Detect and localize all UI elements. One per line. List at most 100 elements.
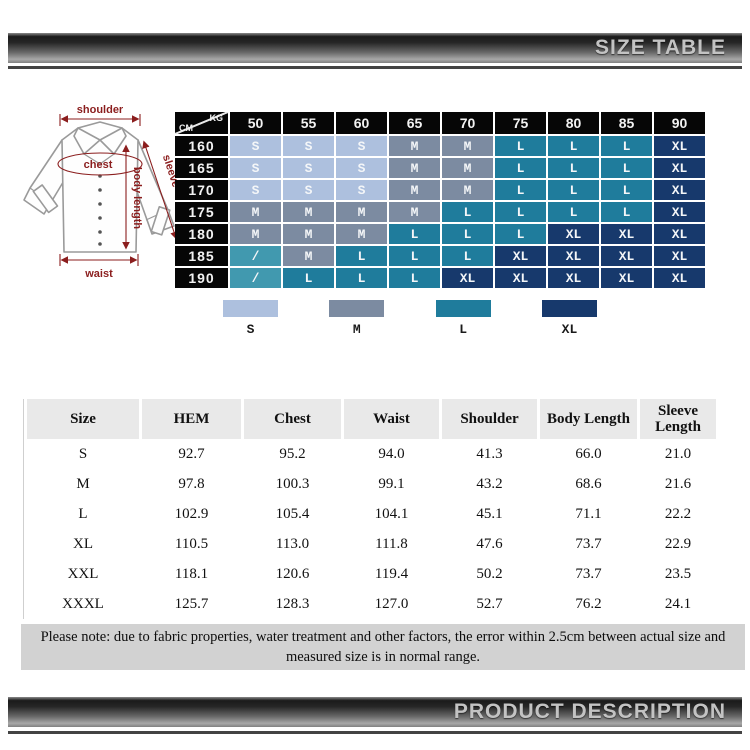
size-cell: L [336,246,387,266]
size-cell: L [495,158,546,178]
note-text: Please note: due to fabric properties, w… [40,629,726,665]
size-matrix-row: 190/L L L XL XL XL XL XL [175,268,705,288]
size-cell: XL [442,268,493,288]
bottom-divider-rule [8,731,742,734]
measurement-value-cell: 94.0 [378,445,405,462]
weight-column-header: 65 [389,112,440,134]
size-cell: L [495,202,546,222]
size-cell: M [442,180,493,200]
kg-corner-label: KG [209,113,224,123]
measurement-value-cell: 100.3 [275,475,310,492]
size-cell: XL [654,158,705,178]
measurement-value-cell: 128.3 [275,595,310,612]
size-cell: M [283,224,334,244]
weight-column-header: 80 [548,112,599,134]
size-cell: L [601,136,652,156]
size-cell: M [283,202,334,222]
size-cell: XL [601,268,652,288]
size-cell: S [230,136,281,156]
measurement-column-header: Shoulder [442,399,537,439]
measurement-value-cell: 22.9 [664,535,692,552]
measurement-column-header: HEM [142,399,241,439]
measurement-value-cell: 119.4 [374,565,409,582]
size-matrix-row: 185/M L L L XL XL XL XL [175,246,705,266]
measurement-column-header: Chest [244,399,341,439]
measurement-value-cell: 52.7 [476,595,503,612]
size-cell: M [336,202,387,222]
weight-column-header: 70 [442,112,493,134]
weight-column-header: 75 [495,112,546,134]
size-cell: S [230,158,281,178]
size-cell: / [230,246,281,266]
size-matrix-row: 175 M M M M L L L L XL [175,202,705,222]
weight-column-header: 50 [230,112,281,134]
height-row-header: 160 [175,136,228,156]
size-cell: / [230,268,281,288]
size-cell: L [601,180,652,200]
size-name-cell: L [78,505,88,522]
size-cell: L [389,246,440,266]
size-table-banner: SIZE TABLE [8,33,742,63]
size-cell: S [283,136,334,156]
size-cell: L [601,202,652,222]
measurement-value-cell: 99.1 [378,475,405,492]
measurement-row: M 97.8 100.3 99.1 43.2 68.6 21.6 [27,469,716,499]
size-cell: XL [601,224,652,244]
height-row-header: 170 [175,180,228,200]
weight-column-header: 90 [654,112,705,134]
size-cell: L [548,136,599,156]
size-cell: XL [495,268,546,288]
measurement-table: Size HEM Chest Waist Shoulder Body Length Slee… [23,399,719,619]
measurement-value-cell: 21.6 [664,475,692,492]
height-row-header: 185 [175,246,228,266]
measurement-value-cell: 97.8 [178,475,205,492]
measurement-value-cell: 92.7 [178,445,205,462]
size-cell: L [548,180,599,200]
size-name-cell: XL [73,535,93,552]
weight-column-header: 60 [336,112,387,134]
measurement-value-cell: 102.9 [174,505,209,522]
measurement-value-cell: 127.0 [374,595,409,612]
height-row-header: 165 [175,158,228,178]
measurement-annotations [57,114,178,266]
measurement-value-cell: 104.1 [374,505,409,522]
height-row-header: 190 [175,268,228,288]
legend-label: S [246,322,255,337]
measurement-value-cell: 45.1 [476,505,503,522]
measurement-value-cell: 22.2 [664,505,692,522]
legend-item: M [329,300,385,337]
size-cell: L [389,268,440,288]
size-name-cell: XXL [67,565,99,582]
size-cell: L [495,180,546,200]
chest-label: chest [84,159,113,171]
measurement-value-cell: 23.5 [664,565,692,582]
size-cell: L [548,202,599,222]
size-name-cell: S [78,445,88,462]
measurement-value-cell: 113.0 [275,535,310,552]
measurement-value-cell: 50.2 [476,565,503,582]
size-color-legend: S M L XL [223,300,597,337]
weight-column-header: 55 [283,112,334,134]
size-cell: L [389,224,440,244]
size-cell: XL [654,180,705,200]
measurement-value-cell: 73.7 [575,565,602,582]
legend-label: L [459,322,468,337]
measurement-value-cell: 66.0 [575,445,602,462]
size-cell: L [442,202,493,222]
size-cell: M [389,180,440,200]
weight-column-header: 85 [601,112,652,134]
top-divider-rule [8,66,742,69]
size-matrix-header-row: KG CM 50 55 60 65 70 75 80 85 90 [175,112,705,134]
product-description-banner-title: PRODUCT DESCRIPTION [453,700,726,723]
measurement-row: L 102.9 105.4 104.1 45.1 71.1 22.2 [27,499,716,529]
size-matrix-row: 180 M M M L L L XL XL XL [175,224,705,244]
measurement-header-row: Size HEM Chest Waist Shoulder Body Length Slee… [27,399,716,439]
size-cell: XL [548,268,599,288]
measurement-value-cell: 71.1 [575,505,602,522]
legend-swatch [541,300,597,317]
measurement-value-cell: 105.4 [275,505,310,522]
measurement-column-header: Size [27,399,139,439]
measurement-value-cell: 118.1 [174,565,209,582]
measurement-value-cell: 43.2 [476,475,503,492]
